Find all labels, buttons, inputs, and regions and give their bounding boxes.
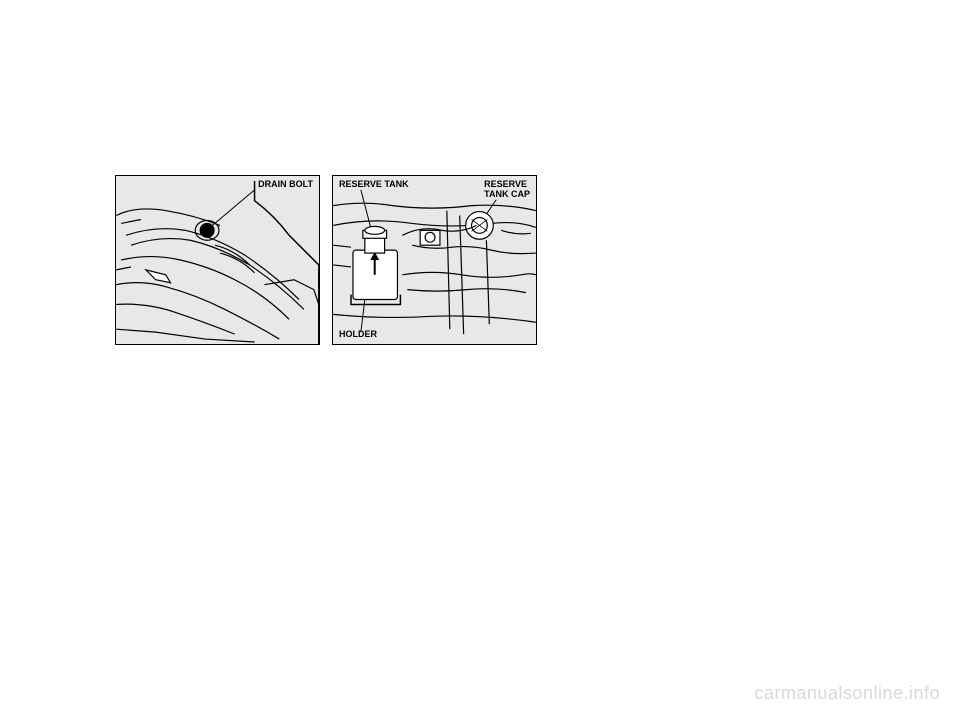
drain-bolt-illustration [116, 176, 319, 344]
manual-page: DRAIN BOLT [115, 175, 555, 345]
figures-row: DRAIN BOLT [115, 175, 555, 345]
figure-drain-bolt: DRAIN BOLT [115, 175, 320, 345]
figure-reserve-tank: RESERVE TANK RESERVE TANK CAP HOLDER [332, 175, 537, 345]
watermark-text: carmanualsonline.info [754, 683, 940, 704]
reserve-tank-illustration [333, 176, 536, 344]
